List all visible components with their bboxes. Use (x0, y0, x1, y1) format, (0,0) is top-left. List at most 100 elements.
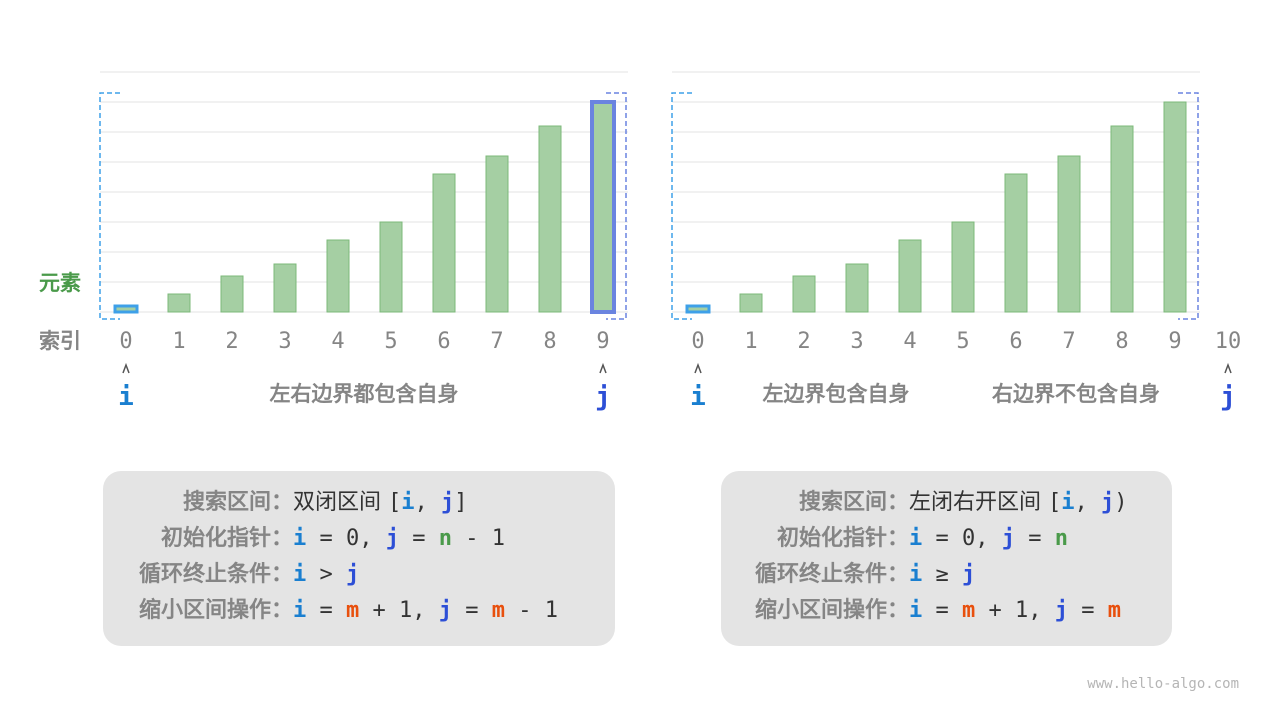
right-chart: 0 1 2 3 4 5 6 7 8 9 10 i j 左边界包含自身 右边界不包含自身 (671, 71, 1242, 412)
info-line: 初始化指针：i = 0, j = n (721, 521, 1172, 557)
bar-5 (951, 221, 975, 313)
bar-7 (485, 155, 509, 313)
i-pointer-arrow-icon (122, 362, 130, 374)
info-line: 搜索区间：双闭区间 [i, j] (103, 485, 615, 521)
code-token: n (438, 526, 452, 551)
right-bound-bracket (1178, 92, 1199, 320)
info-line: 循环终止条件：i > j (103, 557, 615, 593)
code-token: j (438, 598, 452, 623)
bar-3 (845, 263, 869, 313)
index-9: 9 (1168, 329, 1181, 354)
watermark: www.hello-algo.com (1087, 676, 1239, 692)
code-token: = (922, 598, 962, 623)
code-token: = 0, (922, 526, 1002, 551)
i-pointer-arrow-icon (694, 362, 702, 374)
code-token: i (1061, 490, 1075, 515)
code-token: i (909, 526, 923, 551)
info-label: 初始化指针： (776, 526, 909, 551)
code-token: i (293, 598, 307, 623)
code-token: ≥ (922, 562, 962, 587)
code-token: , (414, 490, 441, 515)
bar-0 (685, 304, 711, 314)
code-token: m (962, 598, 976, 623)
bar-1 (167, 293, 191, 313)
code-token: j (962, 562, 976, 587)
code-token: ) (1114, 490, 1128, 515)
j-pointer-label: j (595, 382, 611, 412)
index-9: 9 (596, 329, 609, 354)
code-token: i (293, 562, 307, 587)
left-bound-bracket (671, 92, 692, 320)
index-8: 8 (543, 329, 556, 354)
code-token: = (1014, 526, 1055, 551)
code-token: i (909, 598, 923, 623)
code-token: = (1067, 598, 1108, 623)
code-token: n (1054, 526, 1068, 551)
code-token: > (306, 562, 346, 587)
code-token: = (306, 598, 346, 623)
bar-3 (273, 263, 297, 313)
index-6: 6 (437, 329, 450, 354)
code-token: j (1101, 490, 1115, 515)
left-chart: 0 1 2 3 4 5 6 7 8 9 i j 左右边界都包含自身 (99, 71, 628, 412)
info-line: 缩小区间操作：i = m + 1, j = m - 1 (103, 593, 615, 629)
j-pointer-arrow-icon (1224, 362, 1232, 374)
info-line: 搜索区间：左闭右开区间 [i, j) (721, 485, 1172, 521)
code-token: j (385, 526, 399, 551)
left-info-box: 搜索区间：双闭区间 [i, j] 初始化指针：i = 0, j = n - 1 循环… (103, 471, 615, 646)
index-7: 7 (1062, 329, 1075, 354)
code-token: j (1001, 526, 1015, 551)
bar-8 (1110, 125, 1134, 313)
index-7: 7 (490, 329, 503, 354)
index-5: 5 (956, 329, 969, 354)
bar-5 (379, 221, 403, 313)
index-6: 6 (1009, 329, 1022, 354)
bar-9 (1163, 101, 1187, 313)
index-5: 5 (384, 329, 397, 354)
code-token: i (909, 562, 923, 587)
code-token: + 1, (975, 598, 1055, 623)
info-label: 缩小区间操作： (138, 598, 293, 623)
info-line: 缩小区间操作：i = m + 1, j = m (721, 593, 1172, 629)
index-0: 0 (691, 329, 704, 354)
code-token: + 1, (359, 598, 439, 623)
index-4: 4 (903, 329, 916, 354)
code-token: i (293, 526, 307, 551)
info-label: 搜索区间： (182, 490, 293, 515)
code-token: m (346, 598, 360, 623)
code-token: ] (454, 490, 468, 515)
bar-6 (432, 173, 456, 313)
code-token: , (1074, 490, 1101, 515)
code-token: - 1 (451, 526, 505, 551)
code-token: j (346, 562, 360, 587)
code-token: [ (1048, 490, 1062, 515)
code-token: j (441, 490, 455, 515)
bar-1 (739, 293, 763, 313)
index-10: 10 (1215, 329, 1242, 354)
j-pointer-label: j (1220, 382, 1236, 412)
info-line: 初始化指针：i = 0, j = n - 1 (103, 521, 615, 557)
bar-2 (220, 275, 244, 313)
index-8: 8 (1115, 329, 1128, 354)
index-4: 4 (331, 329, 344, 354)
info-label: 搜索区间： (798, 490, 909, 515)
index-3: 3 (850, 329, 863, 354)
index-3: 3 (278, 329, 291, 354)
code-token: j (1054, 598, 1068, 623)
bar-8 (538, 125, 562, 313)
j-pointer-arrow-icon (599, 362, 607, 374)
info-label: 循环终止条件： (754, 562, 909, 587)
code-token: i (401, 490, 415, 515)
bar-7 (1057, 155, 1081, 313)
info-label: 循环终止条件： (138, 562, 293, 587)
code-token: - 1 (504, 598, 558, 623)
i-pointer-label: i (118, 382, 134, 412)
range-caption: 右边界不包含自身 (992, 382, 1160, 406)
bar-9 (590, 100, 616, 314)
right-bound-bracket (606, 92, 627, 320)
element-label: 元素 (39, 271, 81, 295)
code-token: = (451, 598, 492, 623)
i-pointer-label: i (690, 382, 706, 412)
right-info-box: 搜索区间：左闭右开区间 [i, j) 初始化指针：i = 0, j = n 循环终止… (721, 471, 1172, 646)
